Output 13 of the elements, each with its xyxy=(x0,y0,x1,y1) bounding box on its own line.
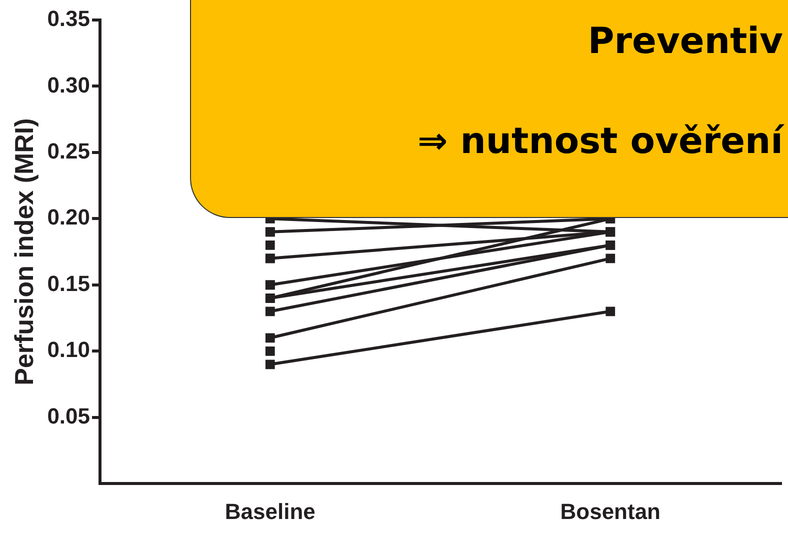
y-tick-label: 0.20 xyxy=(47,204,90,230)
x-tick-label: Baseline xyxy=(224,498,316,524)
y-tick-label: 0.25 xyxy=(47,138,90,164)
y-tick-label: 0.35 xyxy=(47,6,90,32)
y-tick-label: 0.30 xyxy=(47,72,90,98)
annotation: Preventiv xyxy=(588,21,783,62)
y-tick-label: 0.10 xyxy=(47,337,90,362)
y-tick-label: 0.15 xyxy=(47,270,90,296)
y-axis-title: Perfusion index (MRI) xyxy=(8,118,39,386)
annotation: ⇒ nutnost ověření xyxy=(418,121,783,162)
y-tick-label: 0.05 xyxy=(47,403,90,428)
callout-box: Preventiv ⇒ nutnost ověření xyxy=(190,0,788,218)
x-tick-label: Bosentan xyxy=(560,498,661,524)
